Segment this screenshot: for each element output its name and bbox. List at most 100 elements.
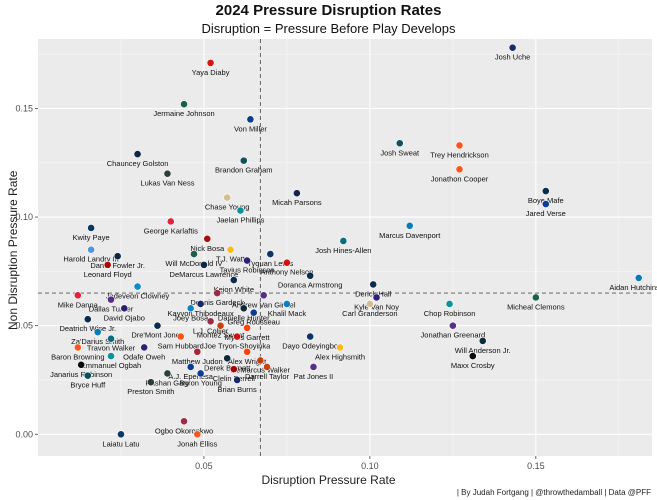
data-point (226, 245, 235, 254)
data-point (107, 352, 115, 360)
data-point (113, 252, 122, 261)
point-label: Yaya Diaby (192, 68, 230, 77)
point-label: Harold Landry III (63, 255, 118, 264)
x-tick-label: 0.15 (527, 461, 545, 471)
data-point (283, 300, 291, 308)
point-label: T.J. Watt (216, 255, 246, 264)
point-label: Baron Browning (51, 352, 104, 361)
data-point (233, 332, 242, 341)
point-label: Nick Bosa (190, 244, 225, 253)
point-label: Preston Smith (127, 387, 174, 396)
data-point (163, 369, 172, 378)
point-label: Byron Young (179, 378, 222, 387)
data-point (369, 280, 378, 289)
data-point (306, 332, 315, 341)
point-label: Dayo Odeyingbo (282, 342, 338, 351)
point-label: Chase Young (205, 203, 250, 212)
data-point (306, 271, 315, 280)
data-point (180, 417, 188, 426)
data-point (203, 234, 212, 243)
y-axis-label: Non Disruption Pressure Rate (6, 170, 20, 330)
data-point (206, 58, 215, 67)
point-label: David Ojabo (104, 313, 145, 322)
data-point (83, 315, 92, 324)
data-point (83, 371, 92, 380)
data-point (243, 347, 251, 356)
point-label: Jared Verse (526, 209, 566, 218)
y-tick-label: 0.05 (15, 321, 33, 331)
point-label: Kayvon Thibodeaux (168, 309, 234, 318)
point-label: Travon Walker (87, 344, 136, 353)
point-label: Mike Danna (58, 300, 99, 309)
point-label: Derek Barnett (204, 363, 251, 372)
data-point (190, 250, 198, 258)
data-point (117, 430, 125, 439)
x-tick-label: 0.05 (195, 461, 213, 471)
point-label: DeMarcus Walker (231, 365, 291, 374)
data-point (206, 317, 215, 326)
point-label: Dre'Mont Jones (131, 331, 184, 340)
point-label: Doranca Armstrong (278, 281, 343, 290)
data-point (73, 291, 82, 300)
point-label: Tavius Robinson (220, 266, 275, 275)
data-point (180, 100, 188, 109)
data-point (176, 332, 185, 341)
data-point (193, 347, 202, 356)
point-label: Chauncey Golston (107, 159, 169, 168)
data-point (259, 291, 268, 300)
point-label: Sam Hubbard (158, 342, 204, 351)
data-point (223, 354, 232, 363)
point-label: Micah Parsons (272, 198, 322, 207)
data-point (186, 363, 195, 371)
data-point (103, 260, 112, 269)
point-label: Derick Hall (355, 289, 392, 298)
data-point (73, 343, 82, 352)
point-label: Darrell Taylor (245, 372, 290, 381)
point-label: Montez Sweat (197, 331, 245, 340)
point-label: Von Miller (234, 124, 267, 133)
data-point (309, 363, 318, 371)
point-label: Jonathon Cooper (431, 174, 489, 183)
point-label: Alex Wright (228, 357, 267, 366)
point-label: Leonard Floyd (84, 270, 132, 279)
point-label: Laiatu Latu (102, 439, 139, 448)
data-point (246, 115, 255, 124)
point-label: Dallas Turner (89, 305, 134, 314)
data-point (193, 430, 202, 439)
data-point (166, 217, 175, 226)
point-label: Odafe Oweh (123, 352, 165, 361)
point-label: Keion White (214, 285, 254, 294)
data-point (243, 323, 251, 332)
point-label: A.J. Epenesa (168, 372, 213, 381)
point-label: Jaelan Phillips (216, 216, 264, 225)
data-point (365, 300, 374, 308)
data-point (133, 150, 142, 159)
point-label: Khalil Mack (268, 309, 307, 318)
data-point (445, 300, 454, 308)
caption: | By Judah Fortgang | @throwthedamball |… (456, 488, 651, 497)
data-point (120, 304, 129, 313)
data-point (405, 221, 414, 230)
chart-title: 2024 Pressure Disruption Rates (215, 2, 442, 19)
point-label: DeMarcus Lawrence (170, 270, 239, 279)
data-point (146, 378, 155, 387)
data-point (339, 237, 348, 245)
data-point (263, 363, 271, 371)
point-label: Will Anderson Jr. (455, 346, 511, 355)
data-point (531, 293, 540, 302)
point-label: Aidan Hutchinson (609, 283, 657, 292)
point-label: Emmanuel Ogbah (81, 361, 141, 370)
data-point (77, 360, 86, 369)
point-label: Jermaine Johnson (153, 109, 214, 118)
data-point (468, 352, 477, 360)
data-point (256, 356, 265, 365)
point-label: Kyle Van Noy (354, 302, 399, 311)
data-point (395, 139, 404, 148)
data-point (455, 165, 464, 174)
data-point (93, 328, 102, 337)
point-label: Anthony Nelson (260, 268, 313, 277)
point-label: Myles Garrett (225, 333, 271, 342)
point-label: Dante Fowler Jr. (90, 261, 145, 270)
